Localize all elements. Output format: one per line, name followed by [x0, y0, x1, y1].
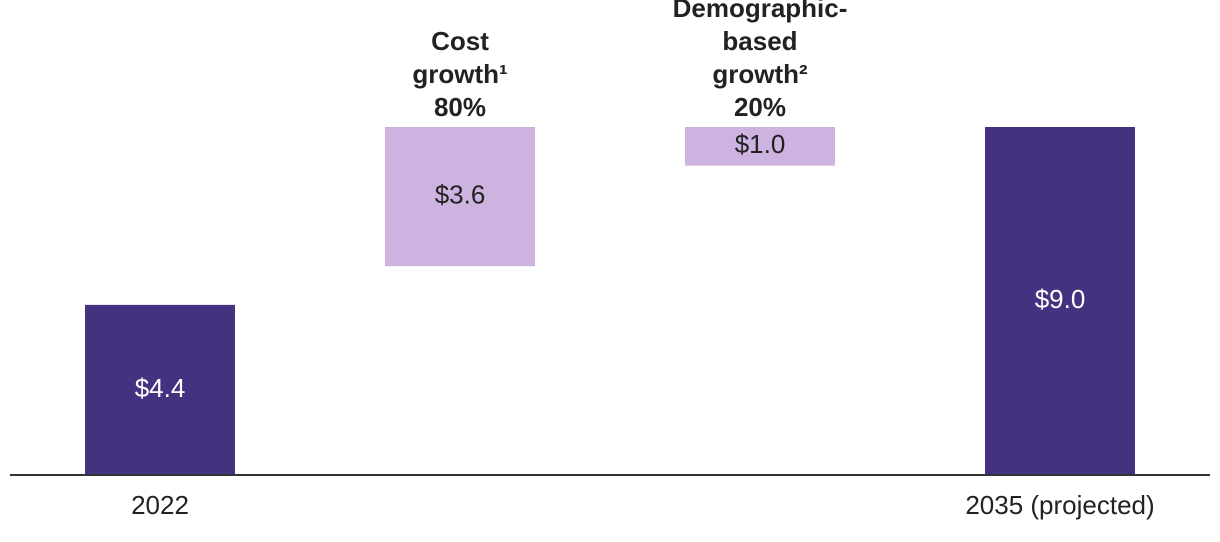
total-bar: [85, 304, 235, 475]
x-tick-label: 2022: [131, 490, 189, 520]
category-label: Cost growth¹: [412, 26, 508, 89]
value-label: $3.6: [435, 179, 486, 209]
increment-bar: [385, 127, 535, 267]
category-label: Demographic-based growth²: [672, 0, 848, 89]
share-label: 20%: [733, 92, 787, 122]
category-header: Cost growth¹ 80%: [412, 25, 507, 124]
value-label: $9.0: [1035, 284, 1086, 314]
value-label: $4.4: [135, 373, 186, 403]
category-header: Demographic-based growth² 20%: [673, 0, 848, 124]
share-label: 80%: [433, 92, 487, 122]
value-label: $1.0: [735, 129, 786, 159]
increment-bar: [685, 127, 835, 166]
x-tick-label: 2035 (projected): [965, 490, 1154, 520]
total-bar: [985, 127, 1135, 475]
